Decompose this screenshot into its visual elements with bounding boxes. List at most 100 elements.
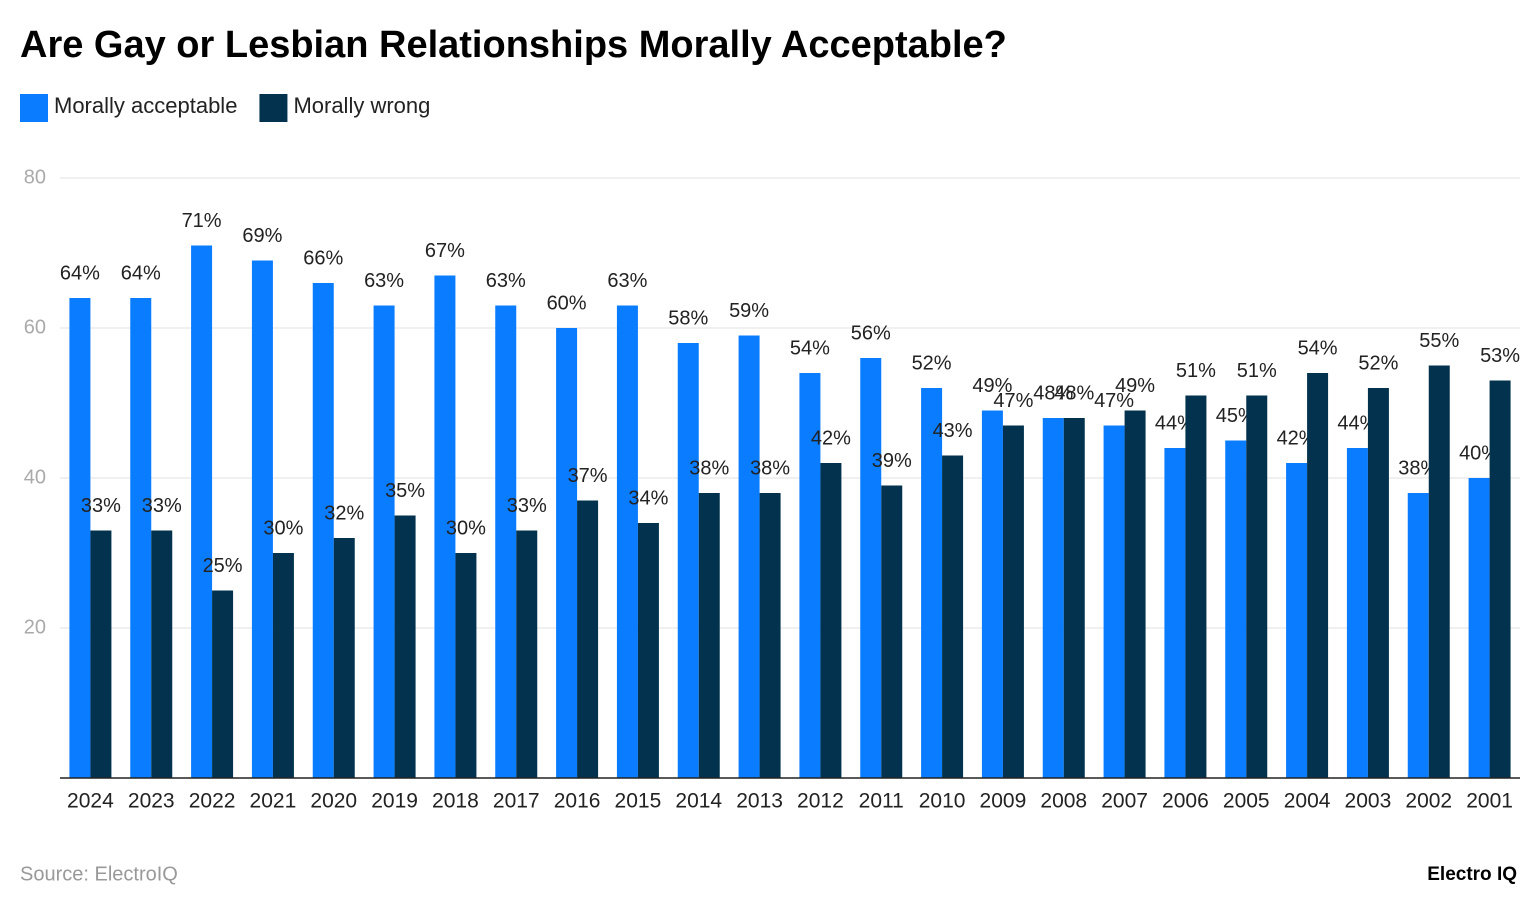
value-label: 52% [1358,352,1398,374]
bar [556,328,578,778]
value-label: 35% [385,480,425,502]
legend-swatch [259,94,288,122]
value-label: 33% [142,495,182,517]
bar [1002,425,1024,778]
bar [1428,365,1450,778]
bar [434,275,456,778]
x-tick-label: 2015 [615,790,662,813]
value-label: 25% [203,555,243,577]
bar [130,298,152,778]
bar [1286,463,1308,778]
bar [1468,478,1490,778]
bar [1185,395,1207,778]
source: Source: ElectroIQ [20,863,178,885]
x-tick-label: 2001 [1466,790,1513,813]
value-label: 48% [1033,382,1073,404]
y-tick-label: 40 [24,466,46,488]
x-tick-label: 2022 [189,790,236,813]
x-tick-label: 2004 [1284,790,1331,813]
value-label: 63% [607,270,647,292]
bar [212,590,234,778]
bar [942,455,964,778]
y-tick-label: 60 [24,316,46,338]
bar [577,500,599,778]
value-label: 53% [1480,345,1520,367]
x-tick-label: 2020 [310,790,357,813]
bar [616,305,638,778]
x-tick-label: 2018 [432,790,479,813]
value-label: 38% [1398,457,1438,479]
bar [738,335,760,778]
chart-title: Are Gay or Lesbian Relationships Morally… [20,24,1007,66]
bar [1225,440,1247,778]
bar [495,305,517,778]
bar [698,493,720,778]
value-label: 47% [1094,390,1134,412]
bar [759,493,781,778]
value-label: 44% [1337,412,1377,434]
value-label: 30% [446,517,486,539]
bar [1103,425,1125,778]
x-tick-label: 2016 [554,790,601,813]
bar [394,515,416,778]
value-label: 37% [568,465,608,487]
bar [799,373,821,778]
bar [1164,448,1186,778]
x-tick-label: 2014 [675,790,722,813]
x-tick-label: 2006 [1162,790,1209,813]
value-label: 33% [81,495,121,517]
legend-swatch [20,94,48,122]
value-label: 66% [303,247,343,269]
bar [455,553,477,778]
value-label: 54% [1298,337,1338,359]
x-tick-label: 2007 [1101,790,1148,813]
value-label: 63% [486,270,526,292]
bar [272,553,294,778]
value-label: 38% [689,457,729,479]
value-label: 44% [1155,412,1195,434]
brand: Electro IQ [1427,864,1517,885]
value-label: 43% [933,420,973,442]
bar [251,260,273,778]
bar [151,530,173,778]
value-label: 30% [263,517,303,539]
x-tick-label: 2003 [1345,790,1392,813]
x-tick-label: 2008 [1040,790,1087,813]
x-tick-label: 2012 [797,790,844,813]
bar [1367,388,1389,778]
x-tick-label: 2013 [736,790,783,813]
value-label: 51% [1176,360,1216,382]
value-label: 47% [993,390,1033,412]
value-label: 64% [121,262,161,284]
value-label: 45% [1216,405,1256,427]
x-tick-label: 2023 [128,790,175,813]
y-tick-label: 20 [24,616,46,638]
x-tick-label: 2017 [493,790,540,813]
value-label: 54% [790,337,830,359]
value-label: 63% [364,270,404,292]
bar [312,283,334,778]
value-label: 33% [507,495,547,517]
bar [981,410,1003,778]
value-label: 55% [1419,330,1459,352]
value-label: 38% [750,457,790,479]
bar [1346,448,1368,778]
value-label: 60% [547,292,587,314]
bar [921,388,943,778]
value-label: 58% [668,307,708,329]
value-label: 69% [242,225,282,247]
value-label: 32% [324,502,364,524]
value-label: 42% [811,427,851,449]
bar [1124,410,1146,778]
bar [516,530,538,778]
x-tick-label: 2021 [250,790,297,813]
bar [860,358,882,778]
bar [1246,395,1268,778]
bar [881,485,903,778]
bar [373,305,395,778]
x-tick-label: 2024 [67,790,114,813]
bar [1042,418,1064,778]
value-label: 59% [729,300,769,322]
value-label: 51% [1237,360,1277,382]
value-label: 71% [182,210,222,232]
